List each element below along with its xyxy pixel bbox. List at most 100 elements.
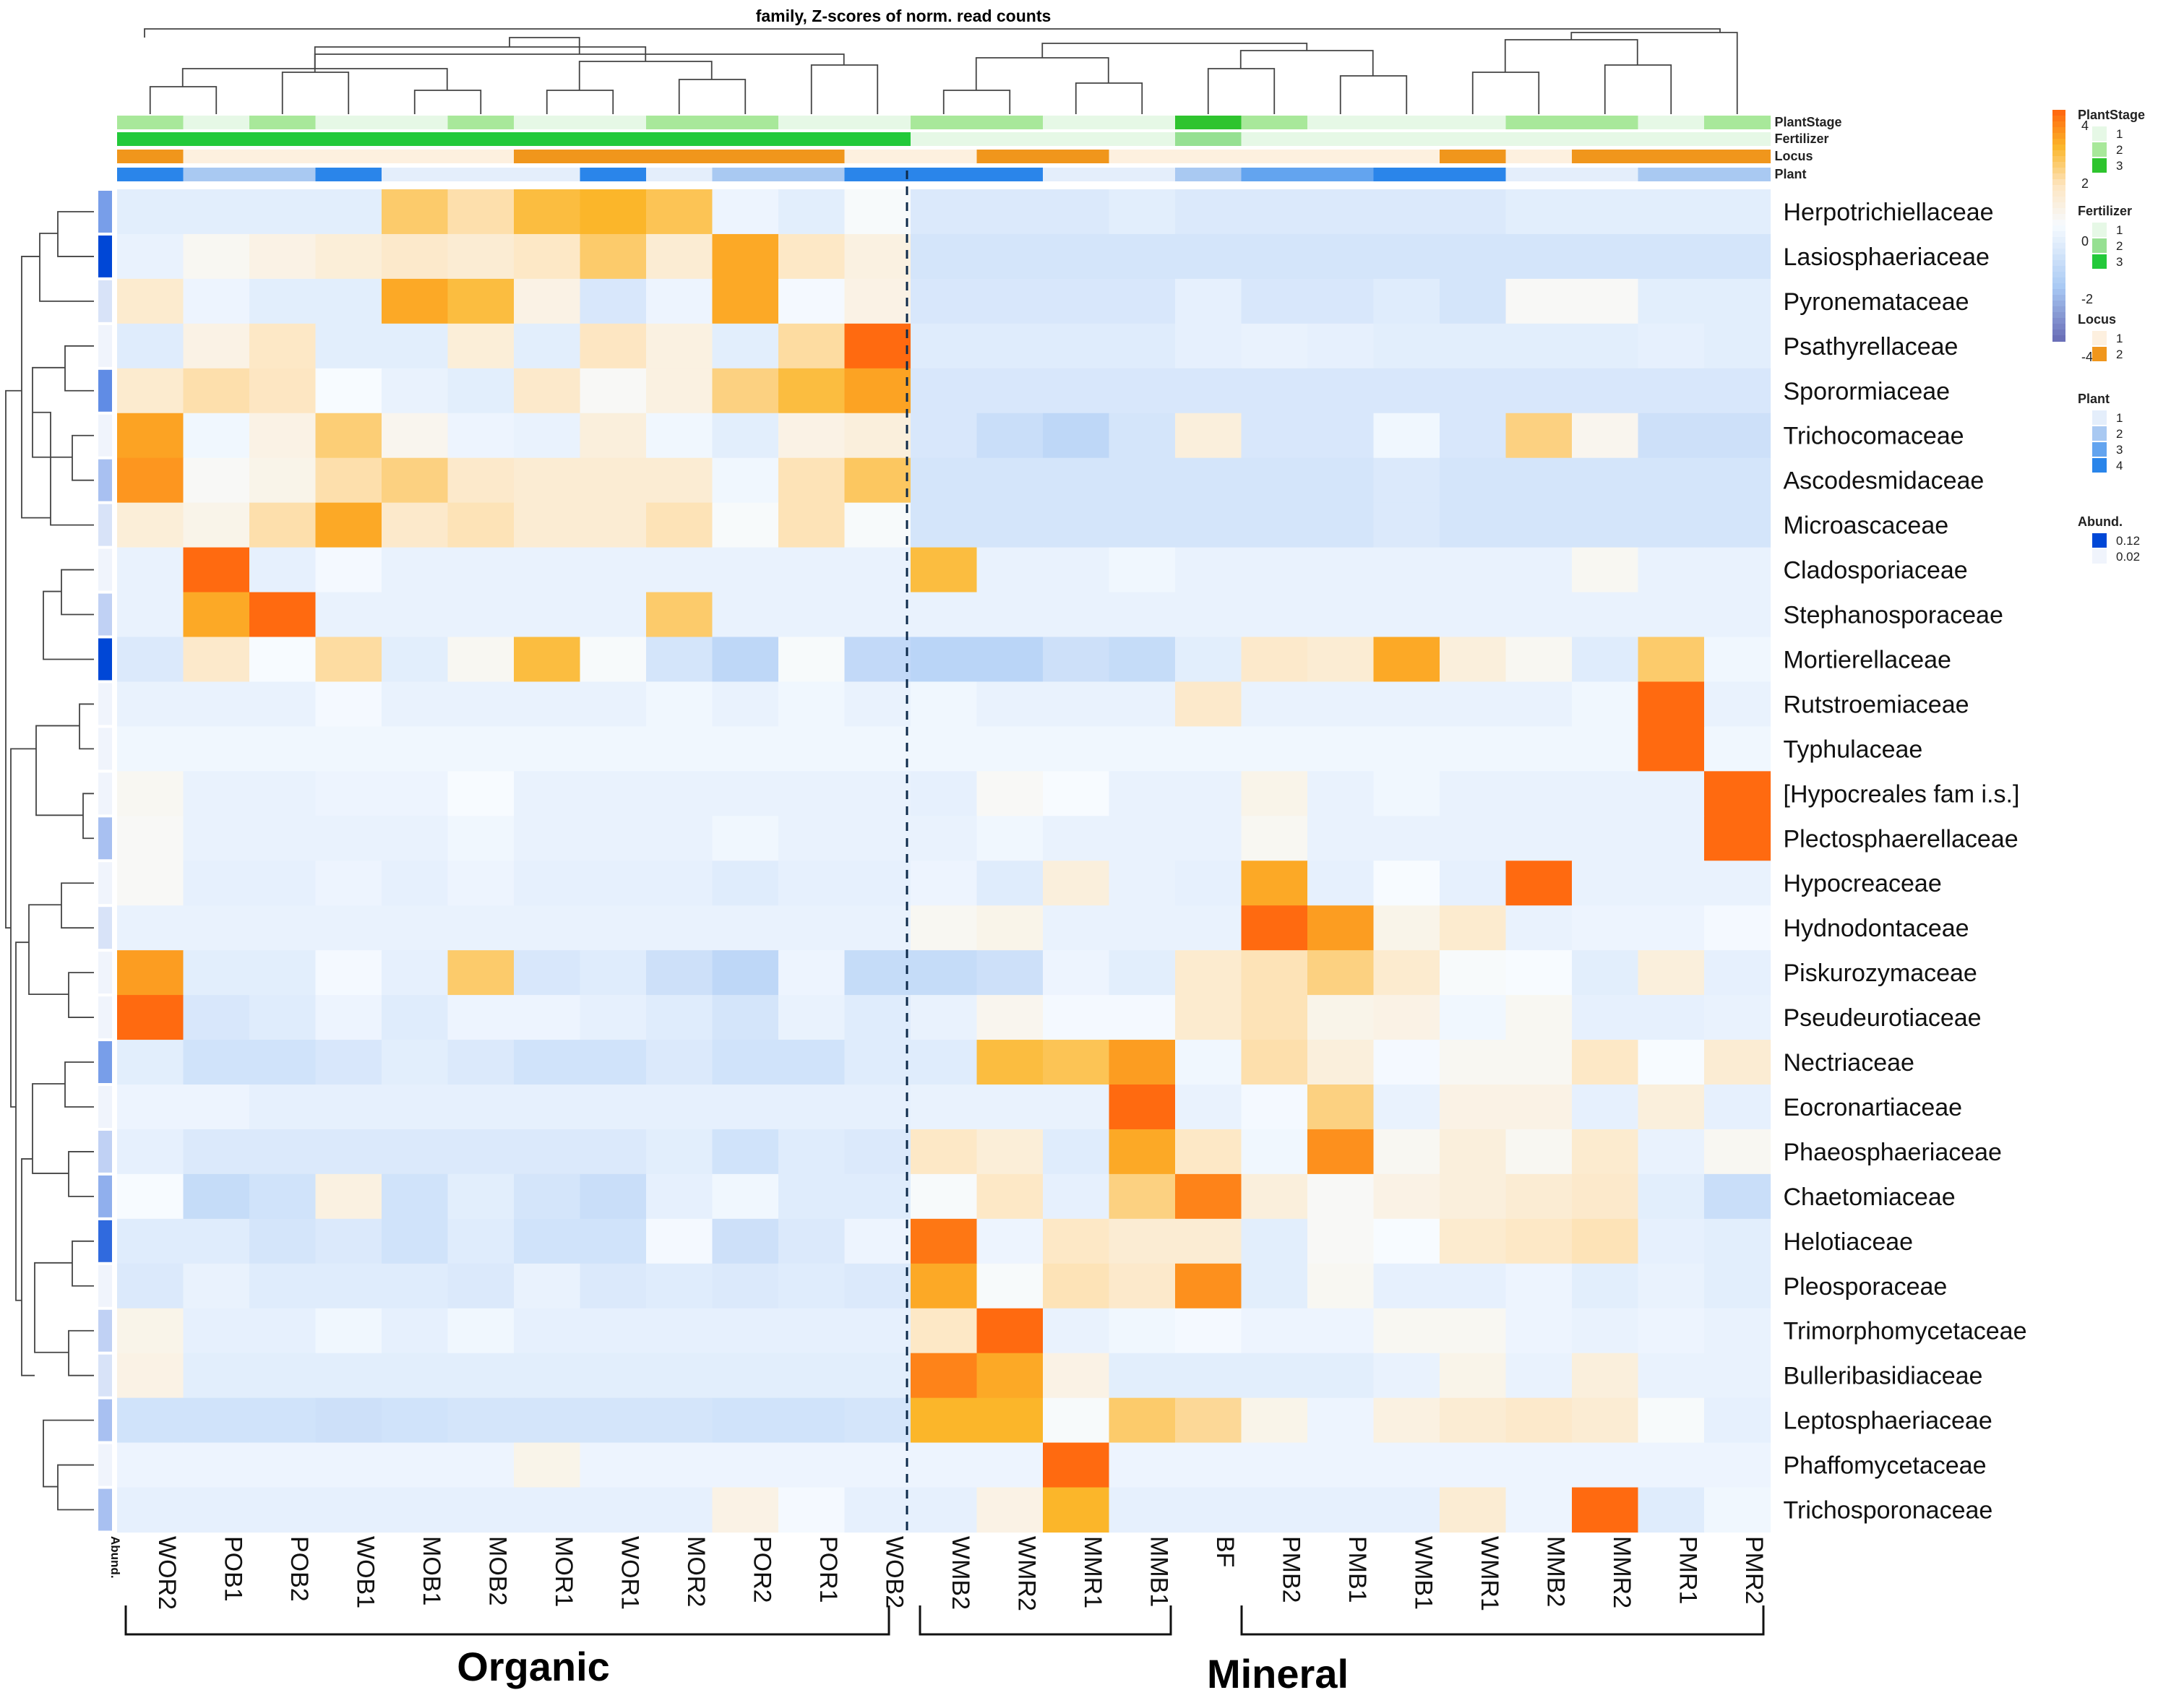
heatmap-cell xyxy=(844,861,911,906)
heatmap-cell xyxy=(447,637,515,683)
heatmap-cell xyxy=(580,950,647,996)
dendrogram-branch xyxy=(5,389,22,929)
heatmap-cell xyxy=(646,457,713,504)
heatmap-cell xyxy=(1505,950,1573,996)
column-label: PMR2 xyxy=(1740,1536,1768,1604)
heatmap-cell xyxy=(1373,905,1440,951)
heatmap-cell xyxy=(580,413,647,459)
heatmap-cell xyxy=(844,457,911,504)
heatmap-cell xyxy=(1572,323,1639,369)
colorbar-segment xyxy=(2052,254,2065,261)
colorbar-segment xyxy=(2052,266,2065,272)
heatmap-cell xyxy=(646,233,713,280)
annotation-cell xyxy=(1505,150,1573,163)
annotation-cell xyxy=(976,132,1044,146)
colorbar-segment xyxy=(2052,306,2065,313)
heatmap-cell xyxy=(911,1040,978,1085)
annotation-cell xyxy=(1373,168,1440,181)
heatmap-cell xyxy=(580,995,647,1040)
heatmap-cell xyxy=(1175,457,1242,504)
heatmap-cell xyxy=(1373,995,1440,1040)
heatmap-cell xyxy=(844,1129,911,1175)
colorbar-segment xyxy=(2052,220,2065,226)
heatmap-cell xyxy=(712,995,779,1040)
heatmap-cell xyxy=(1505,995,1573,1040)
annotation-cell xyxy=(249,116,317,129)
column-labels: WOR2 POB1 POB2 WOB1 MOB1 MOB2 MOR1 WOR1 MOR2 POR2… xyxy=(108,1536,1768,1611)
heatmap-cell xyxy=(183,726,250,772)
annotation-cell xyxy=(315,168,382,181)
heatmap-cell xyxy=(778,323,846,369)
column-label: PMB1 xyxy=(1343,1536,1371,1603)
annotation-cell xyxy=(117,132,184,146)
heatmap-cell xyxy=(1373,457,1440,504)
annotation-cell xyxy=(976,116,1044,129)
heatmap-cell xyxy=(911,1263,978,1309)
annotation-cell xyxy=(1572,116,1639,129)
column-label: WMR2 xyxy=(1013,1536,1040,1611)
heatmap-cell xyxy=(447,1397,515,1444)
row-label: Hydnodontaceae xyxy=(1784,915,1969,942)
heatmap-cell xyxy=(249,1397,317,1444)
heatmap-cell xyxy=(514,189,581,235)
heatmap-cell xyxy=(911,233,978,280)
heatmap-cell xyxy=(976,950,1044,996)
column-label: WOB2 xyxy=(880,1536,908,1608)
annotation-cell xyxy=(646,150,713,163)
abundance-cell xyxy=(98,504,112,546)
heatmap-cell xyxy=(1638,771,1705,816)
dendrogram-branch xyxy=(15,941,29,1301)
heatmap-cell xyxy=(117,502,184,548)
heatmap-cell xyxy=(315,1218,382,1264)
heatmap-cell xyxy=(447,1308,515,1354)
colorbar-segment xyxy=(2052,225,2065,232)
heatmap-cell xyxy=(183,681,250,727)
heatmap-cell xyxy=(1043,681,1110,727)
heatmap-cell xyxy=(844,368,911,414)
heatmap-cell xyxy=(580,726,647,772)
heatmap-cell xyxy=(1373,637,1440,683)
heatmap-cell xyxy=(1175,1173,1242,1220)
legend-label: 2 xyxy=(2116,348,2123,361)
heatmap-cell xyxy=(976,592,1044,638)
heatmap-cell xyxy=(315,816,382,861)
heatmap-cell xyxy=(1043,457,1110,504)
heatmap-cell xyxy=(844,1218,911,1264)
heatmap-cell xyxy=(1505,726,1573,772)
heatmap-cell xyxy=(117,592,184,638)
heatmap-cell xyxy=(1572,368,1639,414)
colorbar-tick: 4 xyxy=(2081,118,2089,133)
heatmap-cell xyxy=(1241,1263,1308,1309)
heatmap-cell xyxy=(315,233,382,280)
heatmap-cell xyxy=(1505,189,1573,235)
heatmap-cell xyxy=(1704,637,1771,683)
column-label: MMB1 xyxy=(1145,1536,1172,1607)
heatmap-cell xyxy=(1109,1040,1176,1085)
heatmap-cell xyxy=(1704,1442,1771,1488)
dendrogram-branch xyxy=(413,90,482,114)
column-label: WMR1 xyxy=(1476,1536,1503,1611)
colorbar-segment xyxy=(2052,283,2065,290)
heatmap-cell xyxy=(1241,726,1308,772)
heatmap-cell xyxy=(1638,1487,1705,1533)
heatmap-cell xyxy=(580,861,647,906)
dendrogram-branch xyxy=(39,233,94,302)
heatmap-cell xyxy=(844,726,911,772)
heatmap-cell xyxy=(1307,950,1375,996)
heatmap-cell xyxy=(1440,905,1507,951)
annotation-cell xyxy=(1109,132,1176,146)
heatmap-cell xyxy=(1307,278,1375,324)
annotation-track-label: Locus xyxy=(1775,149,1813,163)
heatmap-cell xyxy=(1373,233,1440,280)
heatmap-cell xyxy=(1638,905,1705,951)
heatmap-cell xyxy=(778,1040,846,1085)
dendrogram-branch xyxy=(68,1329,94,1376)
heatmap-cell xyxy=(1704,368,1771,414)
column-label: BF xyxy=(1211,1536,1239,1567)
heatmap-cell xyxy=(1373,368,1440,414)
heatmap-cell xyxy=(844,233,911,280)
heatmap-cell xyxy=(712,950,779,996)
annotation-cell xyxy=(911,116,978,129)
heatmap-cell xyxy=(1704,1397,1771,1444)
heatmap-cell xyxy=(1373,681,1440,727)
